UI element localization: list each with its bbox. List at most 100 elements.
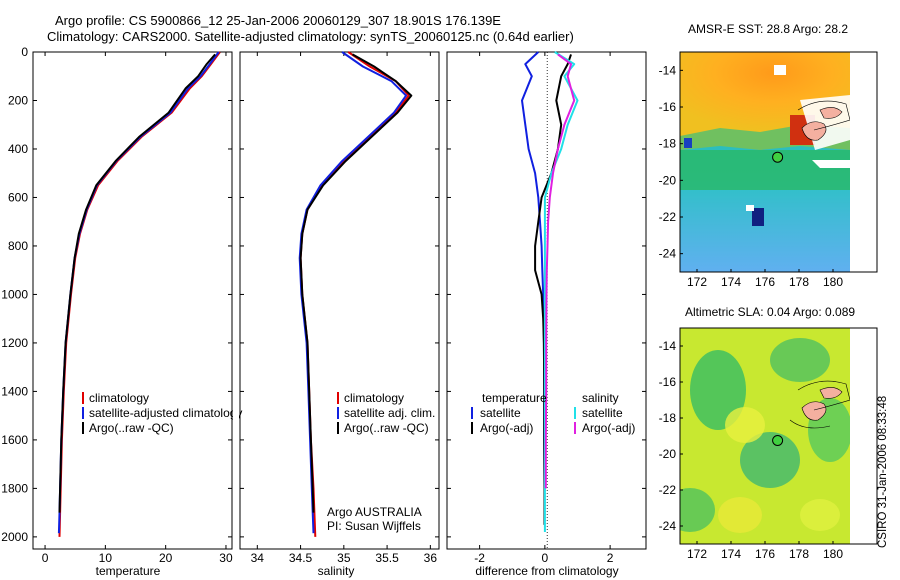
temperature-panel <box>32 51 233 550</box>
y-tick-label: 800 <box>8 239 28 253</box>
difference-legend: temperature satellite Argo(-adj) salinit… <box>471 391 635 435</box>
map-y-tick-label: -20 <box>659 173 677 187</box>
x-tick-label: 10 <box>99 551 113 565</box>
map-y-tick-label: -18 <box>659 137 677 151</box>
sla-low-anomaly <box>740 432 800 488</box>
sst-missing-pixel <box>774 65 786 75</box>
map-y-tick-label: -18 <box>659 411 677 425</box>
x-tick-label: 34 <box>251 551 265 565</box>
legend-argo: Argo(..raw -QC) <box>344 421 429 435</box>
x-tick-label: 20 <box>159 551 173 565</box>
sst-green-band <box>680 150 850 190</box>
temperature-legend: climatology satellite-adjusted climatolo… <box>82 391 242 435</box>
depth-axis: 0 200 400 600 800 1000 1200 1400 1600 1800 2000 <box>1 45 646 544</box>
x-tick-label: 0 <box>42 551 49 565</box>
annotation-pi: PI: Susan Wijffels <box>327 519 421 533</box>
map-y-tick-label: -24 <box>659 247 677 261</box>
map-x-tick-label: 176 <box>755 547 775 561</box>
sla-map-axes: 172 174 176 178 180 -14 -16 -18 -20 -22 -24 <box>659 339 844 561</box>
legend-temperature-title: temperature <box>482 391 547 405</box>
series-difference-salinity-argo-adj- <box>544 53 576 489</box>
map-y-tick-label: -20 <box>659 447 677 461</box>
x-tick-label: 34.5 <box>289 551 313 565</box>
legend-climatology: climatology <box>344 391 404 405</box>
map-y-tick-label: -24 <box>659 519 677 533</box>
map-x-tick-label: 180 <box>823 547 843 561</box>
difference-panel <box>446 51 647 550</box>
argo-position-marker <box>772 435 784 446</box>
map-y-tick-label: -16 <box>659 100 677 114</box>
legend-salinity-title: salinity <box>582 391 619 405</box>
y-tick-label: 1200 <box>1 336 28 350</box>
sst-map-frame <box>679 51 878 273</box>
x-tick-label: 2 <box>607 551 614 565</box>
salinity-panel <box>239 51 440 550</box>
series-salinity-climatology <box>299 51 410 537</box>
map-x-tick-label: 178 <box>789 547 809 561</box>
map-y-tick-label: -16 <box>659 375 677 389</box>
legend-satellite: satellite adj. clim. <box>344 406 435 420</box>
bathymetry-contour <box>797 100 850 131</box>
legend-temp-argo: Argo(-adj) <box>480 421 533 435</box>
legend-satellite: satellite-adjusted climatology <box>89 406 242 420</box>
profile-curves <box>57 51 579 537</box>
map-x-tick-label: 178 <box>789 275 809 289</box>
header-line2: Climatology: CARS2000. Satellite-adjuste… <box>47 29 574 44</box>
map-x-tick-label: 174 <box>721 547 741 561</box>
sla-map-frame <box>679 327 878 545</box>
map-y-tick-label: -22 <box>659 483 677 497</box>
y-tick-label: 1800 <box>1 481 28 495</box>
map-x-tick-label: 180 <box>823 275 843 289</box>
map-x-tick-label: 172 <box>687 275 707 289</box>
y-tick-label: 400 <box>8 142 28 156</box>
header-line1: Argo profile: CS 5900866_12 25-Jan-2006 … <box>55 13 501 28</box>
series-salinity-satellite-adj-clim- <box>298 51 408 534</box>
difference-xlabel: difference from climatology <box>475 564 618 578</box>
x-tick-label: 35 <box>337 551 351 565</box>
legend-sal-satellite: satellite <box>582 406 623 420</box>
y-tick-label: 600 <box>8 190 28 204</box>
series-temperature-climatology <box>58 51 221 537</box>
map-x-tick-label: 176 <box>755 275 775 289</box>
series-temperature-argo-raw-qc- <box>58 53 216 513</box>
sst-missing-land <box>812 160 850 168</box>
sla-low-anomaly <box>680 488 715 532</box>
x-tick-label: -2 <box>474 551 485 565</box>
sla-low-anomaly <box>770 338 830 382</box>
fiji-island <box>801 401 827 421</box>
x-axes: 0 10 20 30 34 34.5 35 35.5 36 -2 0 2 <box>42 52 614 565</box>
map-y-tick-label: -14 <box>659 63 677 77</box>
y-tick-label: 1600 <box>1 433 28 447</box>
sla-high-anomaly <box>725 407 765 443</box>
legend-sal-argo: Argo(-adj) <box>582 421 635 435</box>
sla-low-anomaly <box>690 350 746 430</box>
y-tick-label: 200 <box>8 93 28 107</box>
y-tick-label: 1000 <box>1 287 28 301</box>
sst-map-image <box>680 52 850 272</box>
sla-map-image <box>680 328 850 544</box>
x-tick-label: 0 <box>542 551 549 565</box>
sst-cold-pixel <box>752 208 764 226</box>
y-tick-label: 1400 <box>1 384 28 398</box>
series-difference-temperature-argo-adj- <box>534 54 572 525</box>
map-y-tick-label: -14 <box>659 339 677 353</box>
sla-high-anomaly <box>718 497 762 533</box>
series-temperature-satellite-adjusted-climatology <box>57 51 220 534</box>
x-tick-label: 30 <box>219 551 233 565</box>
map-x-tick-label: 174 <box>721 275 741 289</box>
argo-position-marker <box>772 151 784 163</box>
bathymetry-contour <box>797 380 850 411</box>
y-tick-label: 2000 <box>1 530 28 544</box>
series-difference-salinity-satellite <box>543 51 579 532</box>
x-tick-label: 35.5 <box>375 551 399 565</box>
x-tick-label: 36 <box>424 551 438 565</box>
sst-map-title: AMSR-E SST: 28.8 Argo: 28.2 <box>688 22 848 36</box>
temperature-xlabel: temperature <box>96 564 161 578</box>
fiji-island <box>801 121 827 141</box>
salinity-legend: climatology satellite adj. clim. Argo(..… <box>327 391 435 533</box>
map-y-tick-label: -22 <box>659 210 677 224</box>
sst-cold-pixel <box>684 138 692 148</box>
bathymetry-contour <box>789 419 831 429</box>
series-salinity-argo-raw-qc- <box>299 53 413 513</box>
